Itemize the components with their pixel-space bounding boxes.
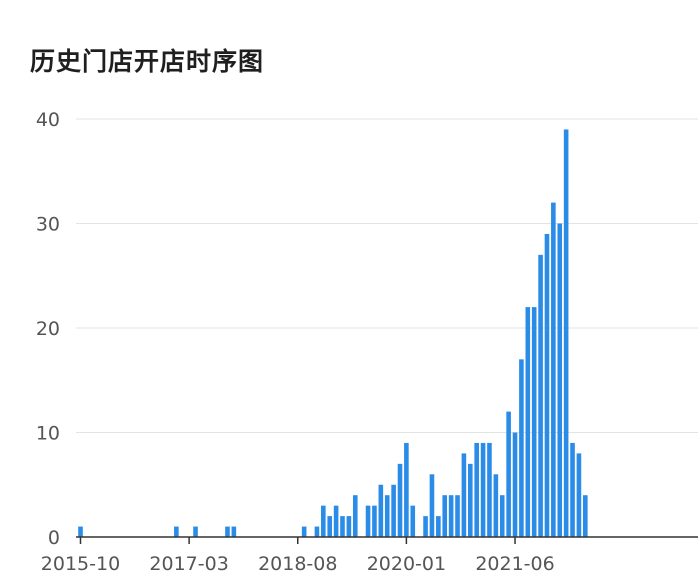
- bar: [461, 453, 467, 537]
- bar: [352, 495, 358, 537]
- bar: [231, 526, 237, 537]
- bar: [193, 526, 198, 537]
- bar: [531, 307, 537, 537]
- bar: [563, 129, 569, 537]
- bar: [557, 223, 563, 537]
- bar: [365, 505, 371, 537]
- bar: [327, 516, 333, 537]
- bar: [346, 516, 352, 537]
- bar: [467, 463, 473, 537]
- bar: [404, 442, 409, 537]
- bar: [423, 516, 428, 537]
- bar: [538, 254, 543, 537]
- bar: [436, 516, 441, 537]
- x-tick-label: 2015-10: [41, 553, 120, 575]
- y-tick-label: 10: [36, 423, 60, 445]
- bar: [506, 411, 511, 537]
- bar: [391, 484, 396, 537]
- x-tick-label: 2021-06: [475, 553, 554, 575]
- bar: [576, 453, 582, 537]
- x-tick-label: 2017-03: [149, 553, 228, 575]
- bar: [499, 495, 505, 537]
- bar: [384, 495, 390, 537]
- bar: [78, 526, 83, 537]
- bar: [314, 526, 320, 537]
- bar: [174, 526, 179, 537]
- bar: [551, 202, 556, 537]
- bar: [397, 463, 403, 537]
- bar: [544, 233, 550, 537]
- bar: [442, 495, 448, 537]
- y-tick-label: 40: [36, 109, 60, 131]
- bar: [410, 505, 416, 537]
- x-tick-label: 2020-01: [367, 553, 446, 575]
- bar: [493, 474, 499, 537]
- y-tick-label: 0: [48, 527, 60, 549]
- x-axis: [76, 536, 698, 544]
- bar: [225, 526, 230, 537]
- bar: [512, 432, 518, 537]
- bar: [519, 359, 524, 537]
- bar: [372, 505, 377, 537]
- y-tick-label: 30: [36, 214, 60, 236]
- bar: [480, 442, 486, 537]
- bar: [333, 505, 339, 537]
- bar: [487, 442, 492, 537]
- x-tick-labels: 2015-10 2017-03 2018-08 2020-01 2021-06: [41, 553, 555, 575]
- bar: [570, 442, 575, 537]
- bar: [340, 516, 345, 537]
- bar: [378, 484, 384, 537]
- bars: [78, 129, 588, 537]
- bar: [321, 505, 326, 537]
- x-tick-label: 2018-08: [258, 553, 337, 575]
- bar: [525, 307, 531, 537]
- bar: [301, 526, 307, 537]
- chart-title: 历史门店开店时序图: [30, 47, 265, 76]
- bar: [429, 474, 435, 537]
- bar: [455, 495, 460, 537]
- y-tick-label: 20: [36, 318, 60, 340]
- grid-lines: [76, 118, 698, 433]
- bar: [583, 495, 588, 537]
- y-tick-labels: 0 10 20 30 40: [36, 109, 60, 549]
- bar: [448, 495, 454, 537]
- bar: [474, 442, 479, 537]
